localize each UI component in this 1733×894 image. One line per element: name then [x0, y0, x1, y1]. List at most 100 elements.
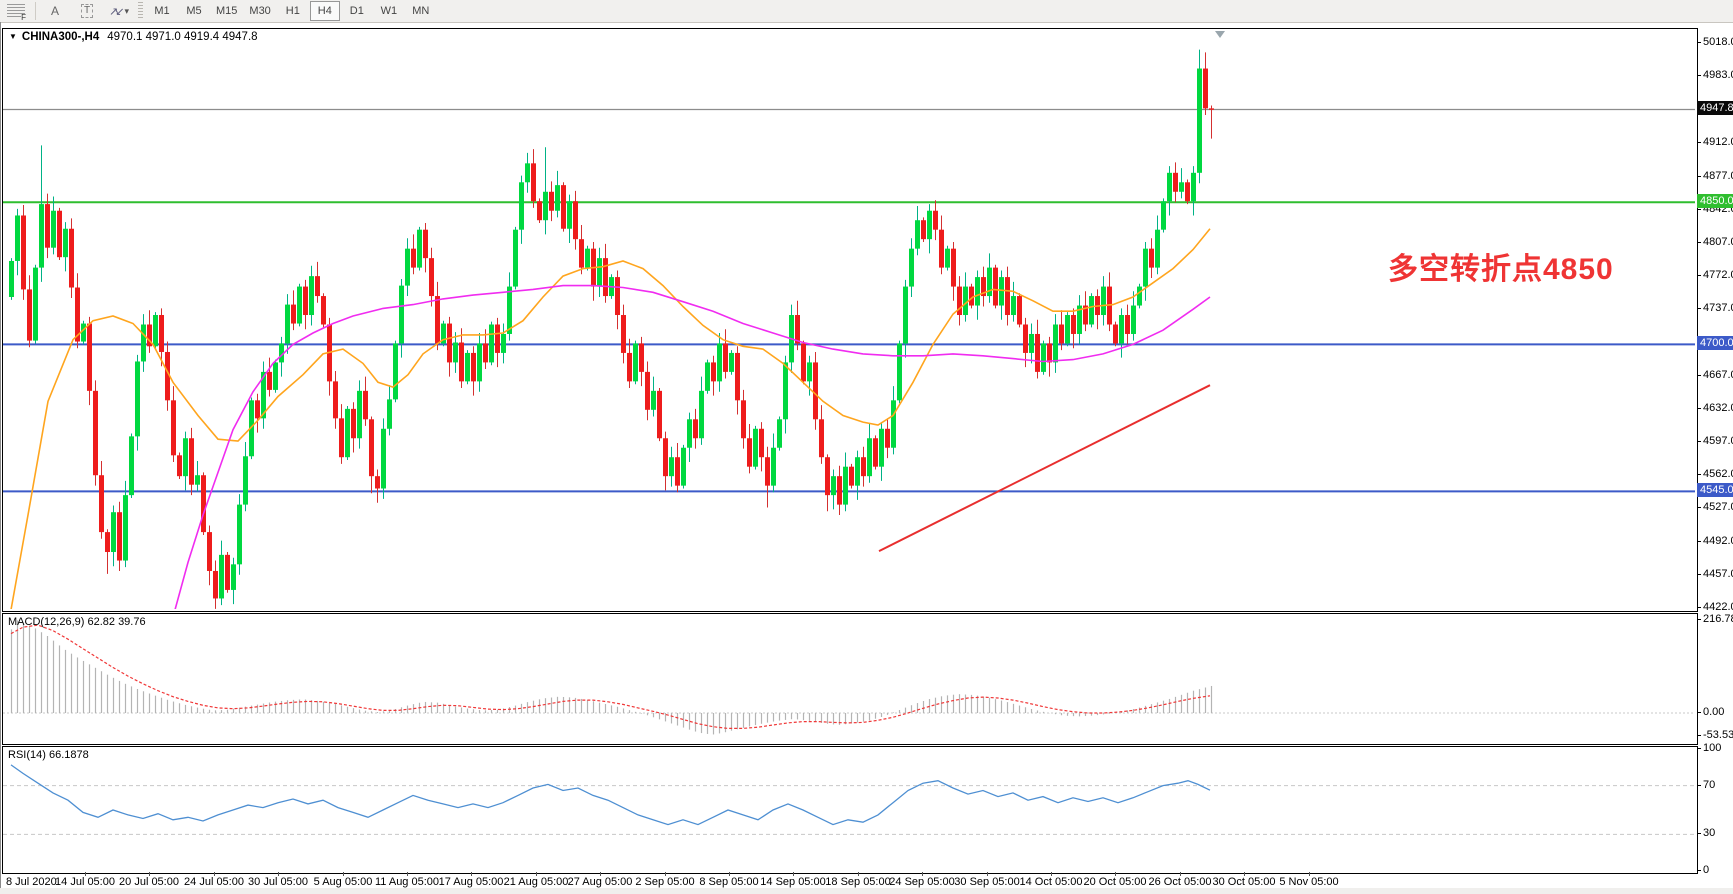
price-tick-label: 4527.0: [1703, 501, 1733, 514]
price-tick: [1697, 540, 1701, 542]
window-bottom-edge: [0, 888, 1733, 894]
rsi-axis-label: 100: [1703, 742, 1722, 754]
price-badge-4700.0: 4700.0: [1697, 336, 1733, 351]
price-tick: [1697, 142, 1701, 144]
price-tick: [1697, 441, 1701, 443]
time-label: 27 Aug 05:00: [567, 876, 633, 888]
time-label: 17 Aug 05:00: [438, 876, 504, 888]
price-badge-4850.0: 4850.0: [1697, 194, 1733, 209]
price-plot[interactable]: [3, 29, 1695, 609]
timeframe-mn[interactable]: MN: [412, 5, 430, 17]
price-tick: [1697, 308, 1701, 310]
timeframe-m30[interactable]: M30: [249, 5, 271, 17]
time-tick: [1180, 872, 1181, 876]
toolbar-drag-handle[interactable]: [138, 2, 143, 20]
price-tick-label: 4457.0: [1703, 567, 1733, 580]
price-tick: [1697, 407, 1701, 409]
text-box-icon: T: [80, 4, 94, 18]
time-tick: [665, 872, 666, 876]
timeframe-h4[interactable]: H4: [309, 1, 340, 21]
main-chart-panel: [2, 28, 1698, 612]
price-tick: [1697, 241, 1701, 243]
rsi-axis-tick: [1697, 870, 1701, 871]
text-box-tool-button[interactable]: T: [72, 1, 102, 21]
price-tick-label: 4737.0: [1703, 302, 1733, 315]
macd-plot[interactable]: [3, 614, 1695, 742]
rsi-axis-tick: [1697, 833, 1701, 835]
time-label: 24 Sep 05:00: [889, 876, 955, 888]
time-label: 8 Jul 2020: [6, 876, 57, 888]
price-tick: [1697, 507, 1701, 509]
time-tick: [600, 872, 601, 876]
ohlc-values: 4970.1 4971.0 4919.4 4947.8: [107, 31, 258, 43]
time-tick: [1309, 872, 1310, 876]
price-tick-label: 4807.0: [1703, 235, 1733, 248]
time-tick: [149, 872, 150, 876]
time-label: 30 Jul 05:00: [248, 876, 308, 888]
time-label: 18 Sep 05:00: [825, 876, 891, 888]
price-tick: [1697, 75, 1701, 77]
macd-axis-label: 0.00: [1703, 706, 1725, 718]
chevron-down-icon[interactable]: ▼: [9, 32, 17, 41]
price-tick-label: 4422.0: [1703, 600, 1733, 613]
time-label: 14 Oct 05:00: [1019, 876, 1083, 888]
time-tick: [471, 872, 472, 876]
price-tick: [1697, 606, 1701, 608]
price-tick-label: 4492.0: [1703, 534, 1733, 547]
macd-axis-tick: [1697, 712, 1701, 713]
time-tick: [214, 872, 215, 876]
price-badge-4947.8: 4947.8: [1697, 101, 1733, 116]
price-tick: [1697, 573, 1701, 575]
time-label: 14 Sep 05:00: [760, 876, 826, 888]
macd-axis-label: -53.53: [1703, 728, 1733, 741]
time-label: 11 Aug 05:00: [374, 876, 440, 888]
chart-title[interactable]: ▼ CHINA300-,H4 4970.1 4971.0 4919.4 4947.8: [9, 31, 258, 43]
time-tick: [793, 872, 794, 876]
price-tick-label: 4912.0: [1703, 136, 1733, 149]
rsi-panel: [2, 746, 1698, 874]
fibonacci-icon: F: [7, 4, 26, 22]
text-label-tool-button[interactable]: A: [40, 1, 70, 21]
timeframe-w1[interactable]: W1: [380, 5, 398, 17]
price-tick: [1697, 208, 1701, 210]
fibonacci-tool-button[interactable]: F: [1, 1, 31, 22]
time-label: 20 Jul 05:00: [119, 876, 179, 888]
time-label: 24 Jul 05:00: [184, 876, 244, 888]
time-label: 5 Aug 05:00: [313, 876, 373, 888]
price-tick: [1697, 175, 1701, 177]
rsi-axis-tick: [1697, 748, 1701, 749]
toolbar-separator: [35, 2, 36, 20]
arrows-tool-button[interactable]: ↗↙ ▾: [104, 1, 134, 21]
timeframe-d1[interactable]: D1: [349, 5, 364, 17]
price-tick-label: 4772.0: [1703, 269, 1733, 282]
rsi-axis-label: 70: [1703, 778, 1716, 791]
time-label: 21 Aug 05:00: [503, 876, 569, 888]
macd-axis-tick: [1697, 619, 1701, 620]
chevron-down-icon[interactable]: ▾: [124, 5, 129, 16]
rsi-plot[interactable]: [3, 747, 1695, 871]
time-tick: [987, 872, 988, 876]
price-tick-label: 5018.0: [1703, 35, 1733, 48]
time-tick: [85, 872, 86, 876]
arrows-icon: ↗↙: [109, 5, 125, 18]
timeframe-toolbar: M1 M5 M15 M30 H1 H4 D1 W1 MN: [146, 1, 437, 21]
timeframe-h1[interactable]: H1: [285, 5, 300, 17]
price-tick: [1697, 474, 1701, 476]
time-label: 20 Oct 05:00: [1083, 876, 1147, 888]
macd-label: MACD(12,26,9) 62.82 39.76: [8, 616, 146, 628]
macd-panel: [2, 613, 1698, 745]
rsi-value: 66.1878: [48, 749, 89, 761]
time-tick: [1244, 872, 1245, 876]
annotation-text[interactable]: 多空转折点4850: [1388, 253, 1614, 286]
chart-shift-marker-icon[interactable]: [1215, 31, 1225, 38]
timeframe-m1[interactable]: M1: [154, 5, 170, 17]
macd-axis-label: 216.78: [1703, 613, 1733, 625]
time-label: 5 Nov 05:00: [1279, 876, 1339, 888]
price-tick-label: 4562.0: [1703, 468, 1733, 481]
timeframe-m5[interactable]: M5: [186, 5, 202, 17]
time-label: 2 Sep 05:00: [635, 876, 695, 888]
time-label: 8 Sep 05:00: [699, 876, 759, 888]
price-badge-4545.0: 4545.0: [1697, 483, 1733, 498]
time-tick: [536, 872, 537, 876]
timeframe-m15[interactable]: M15: [216, 5, 238, 17]
